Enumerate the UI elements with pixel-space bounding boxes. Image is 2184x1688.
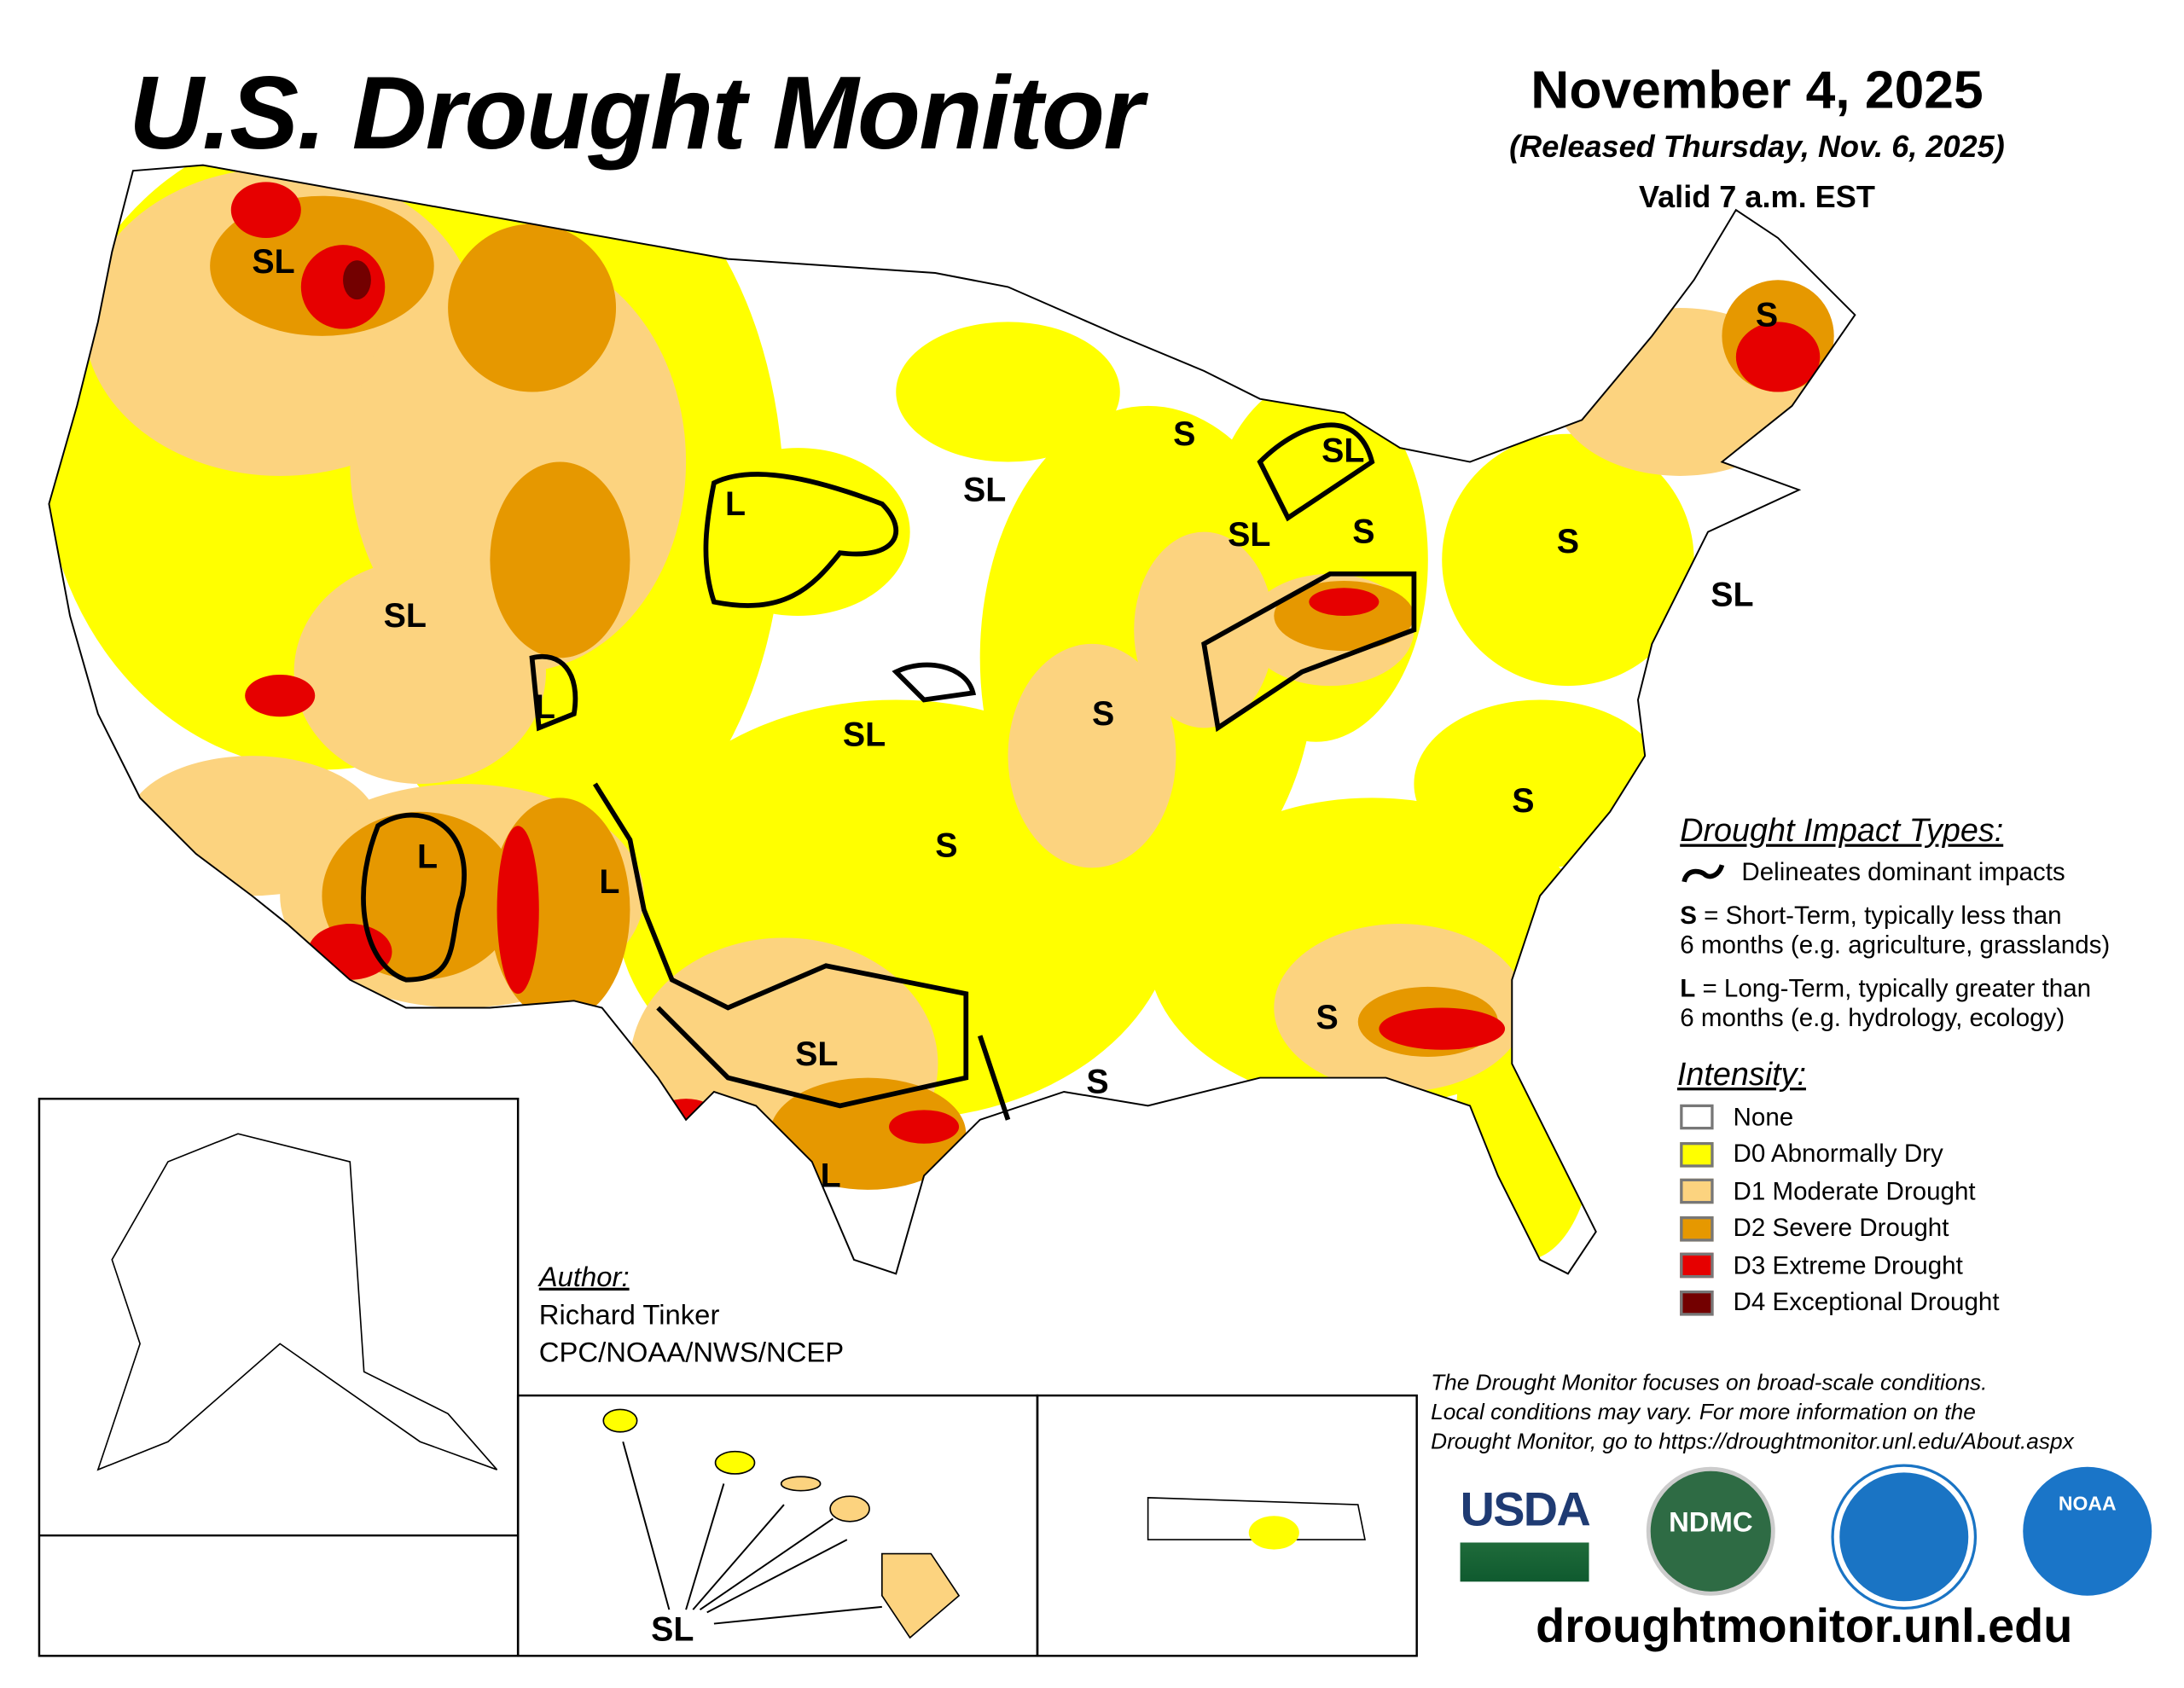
impact-label: L [535,688,555,726]
impact-label: L [821,1157,841,1195]
impact-label: S [1092,695,1114,733]
short-term-key-2: 6 months (e.g. agriculture, grasslands) [1680,931,2111,960]
impact-label: S [1352,513,1374,551]
impact-label: L [417,838,438,875]
impact-label: S [1756,296,1778,334]
impact-label: S [1086,1064,1108,1101]
valid-time: Valid 7 a.m. EST [1638,179,1875,215]
author-heading: Author: [538,1262,630,1294]
impact-label: SL [384,597,427,635]
alaska-inset [96,1133,498,1471]
disclaimer-note: The Drought Monitor focuses on broad-sca… [1431,1372,2074,1454]
legend-d2: D2 Severe Drought [1680,1210,2169,1247]
legend-swatch [1680,1179,1714,1204]
impact-label: S [1512,782,1534,820]
ndmc-logo: NDMC [1646,1466,1775,1596]
map-date: November 4, 2025 [1531,61,1984,121]
legend-swatch [1680,1215,1714,1242]
impact-label: S [1173,415,1195,453]
impact-label: S [1557,523,1579,560]
impact-label: L [599,863,619,901]
map-title: U.S. Drought Monitor [128,54,1144,171]
legend-none: None [1680,1099,2169,1135]
impact-label: S [935,827,957,864]
legend-d4: D4 Exceptional Drought [1680,1285,2169,1321]
impact-line-icon [1682,864,1725,883]
impact-label: SL [1711,577,1753,614]
delineates-text: Delineates dominant impacts [1741,857,2065,886]
legend-swatch [1680,1105,1714,1130]
impact-label: L [725,485,746,523]
legend-d3: D3 Extreme Drought [1680,1247,2169,1284]
hawaii-inset: SL [602,1408,961,1648]
short-term-key: S = Short-Term, typically less than [1680,901,2062,930]
legend-swatch [1680,1141,1714,1168]
impact-label: SL [795,1035,838,1073]
website-url[interactable]: droughtmonitor.unl.edu [1536,1599,2073,1654]
release-date: (Released Thursday, Nov. 6, 2025) [1509,128,2005,164]
impact-label: SL [1228,516,1270,554]
impact-label: SL [252,243,294,281]
impact-boundaries [361,422,1417,1121]
legend-swatch [1680,1290,1714,1316]
intensity-heading: Intensity: [1676,1055,1806,1092]
impact-types-heading: Drought Impact Types: [1680,811,2004,849]
legend-d1: D1 Moderate Drought [1680,1173,2169,1209]
legend: Drought Impact Types: Delineates dominan… [1676,811,2169,1321]
legend-d0: D0 Abnormally Dry [1680,1136,2169,1173]
commerce-logo [1833,1466,1974,1607]
hawaii-impact-label: SL [651,1610,694,1648]
legend-swatch [1680,1253,1714,1279]
impact-label: SL [843,716,886,754]
inset-frames [38,1097,1418,1657]
author-block: Author: Richard Tinker CPC/NOAA/NWS/NCEP [539,1260,844,1373]
impact-label: SL [1321,432,1364,470]
usda-logo: USDA [1460,1483,1591,1582]
author-name: Richard Tinker [538,1300,720,1331]
impact-labels: SL S SL SL L SL S S S SL SL L S SL S L L… [252,243,1778,1195]
long-term-key: L = Long-Term, typically greater than [1680,974,2092,1002]
author-org: CPC/NOAA/NWS/NCEP [538,1337,845,1369]
impact-label: SL [963,471,1006,508]
impact-label: S [1316,999,1339,1036]
long-term-key-2: 6 months (e.g. hydrology, ecology) [1680,1003,2065,1032]
noaa-logo: NOAA [2023,1466,2152,1596]
puerto-rico-inset [1147,1497,1366,1550]
